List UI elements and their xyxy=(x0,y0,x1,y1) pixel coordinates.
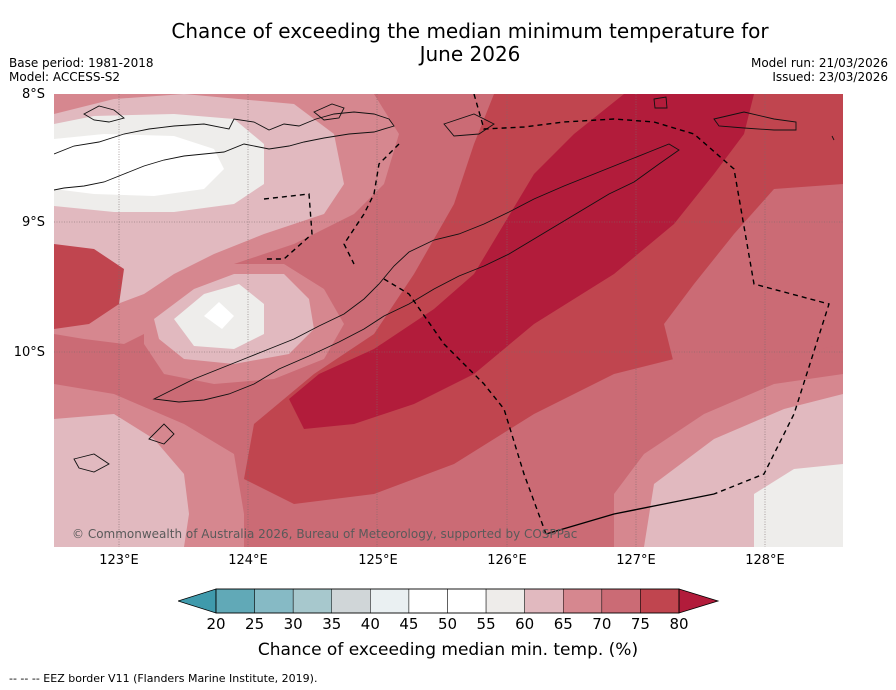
colorbar-tick-label: 45 xyxy=(399,615,419,633)
colorbar-tick-label: 20 xyxy=(206,615,226,633)
eez-solid xyxy=(545,493,715,535)
colorbar-cell xyxy=(408,588,448,614)
map-svg xyxy=(54,94,843,547)
colorbar-tick-label: 30 xyxy=(283,615,303,633)
base-period: Base period: 1981-2018 xyxy=(9,56,154,70)
colorbar-frame xyxy=(215,588,680,614)
lon-label-125e: 125°E xyxy=(358,553,398,568)
colorbar xyxy=(178,588,720,614)
colorbar-cell xyxy=(601,588,641,614)
coast-island-1 xyxy=(83,105,125,123)
colorbar-cell xyxy=(563,588,603,614)
region-80-core xyxy=(289,94,754,429)
colorbar-cell xyxy=(485,588,525,614)
region-75-80-west xyxy=(54,244,124,329)
coastlines xyxy=(54,96,835,473)
eez-east xyxy=(473,94,830,495)
colorbar-cell xyxy=(370,588,410,614)
colorbar-cell xyxy=(447,588,487,614)
colorbar-label: Chance of exceeding median min. temp. (%… xyxy=(257,640,639,660)
issued-date: Issued: 23/03/2026 xyxy=(772,70,888,84)
region-60-65-sw xyxy=(54,414,189,547)
metadata-right: Model run: 21/03/2026 Issued: 23/03/2026 xyxy=(751,56,888,84)
lon-label-128e: 128°E xyxy=(745,553,785,568)
lat-label-10s: 10°S xyxy=(13,345,45,360)
colorbar-tick-label: 55 xyxy=(476,615,496,633)
model-name: Model: ACCESS-S2 xyxy=(9,70,121,84)
eez-oecusse xyxy=(263,193,313,260)
colorbar-cell xyxy=(524,588,564,614)
colorbar-tick-label: 40 xyxy=(360,615,380,633)
colorbar-cell xyxy=(215,588,255,614)
coast-timor xyxy=(152,143,680,403)
colorbar-tick-label: 25 xyxy=(245,615,265,633)
eez-west-timor xyxy=(343,143,400,265)
colorbar-tick-label: 60 xyxy=(515,615,535,633)
coast-islet xyxy=(831,135,835,141)
lon-label-126e: 126°E xyxy=(487,553,527,568)
colorbar-tick-label: 75 xyxy=(630,615,650,633)
lon-label-127e: 127°E xyxy=(616,553,656,568)
map-panel: © Commonwealth of Australia 2026, Bureau… xyxy=(54,94,843,547)
colorbar-extend-high xyxy=(678,588,720,614)
coast-tanimbar-west xyxy=(713,111,797,131)
coast-flores xyxy=(54,111,395,191)
eez-south xyxy=(383,278,547,535)
colorbar-cell xyxy=(254,588,294,614)
model-run: Model run: 21/03/2026 xyxy=(750,56,888,70)
region-45-55-nw xyxy=(54,134,224,196)
lon-label-124e: 124°E xyxy=(228,553,268,568)
eez-legend-note: -- -- -- EEZ border V11 (Flanders Marine… xyxy=(9,672,318,685)
colorbar-tick-label: 65 xyxy=(553,615,573,633)
copyright-note: © Commonwealth of Australia 2026, Bureau… xyxy=(72,527,578,541)
colorbar-cell xyxy=(292,588,332,614)
eez-border xyxy=(263,94,830,535)
metadata-left: Base period: 1981-2018 Model: ACCESS-S2 xyxy=(9,56,154,84)
coast-island-2 xyxy=(313,103,345,121)
lat-label-8s: 8°S xyxy=(21,87,45,102)
chart-title: Chance of exceeding the median minimum t… xyxy=(0,20,896,66)
colorbar-cell xyxy=(640,588,680,614)
lon-label-123e: 123°E xyxy=(99,553,139,568)
colorbar-extend-low xyxy=(178,588,217,614)
region-55-60-se xyxy=(754,464,843,547)
coast-savu xyxy=(73,453,110,473)
region-70-75-east xyxy=(664,184,843,364)
colorbar-tick-label: 80 xyxy=(669,615,689,633)
coast-island-3 xyxy=(653,96,668,109)
lat-label-9s: 9°S xyxy=(21,215,45,230)
colorbar-tick-label: 50 xyxy=(437,615,458,633)
coast-rote xyxy=(148,423,175,445)
colorbar-tick-label: 70 xyxy=(592,615,612,633)
colorbar-tick-label: 35 xyxy=(322,615,342,633)
title-line-2: June 2026 xyxy=(419,42,521,66)
colorbar-cells xyxy=(215,588,680,614)
region-45-55-mid xyxy=(204,302,234,329)
title-line-1: Chance of exceeding the median minimum t… xyxy=(171,19,769,43)
colorbar-cell xyxy=(331,588,371,614)
